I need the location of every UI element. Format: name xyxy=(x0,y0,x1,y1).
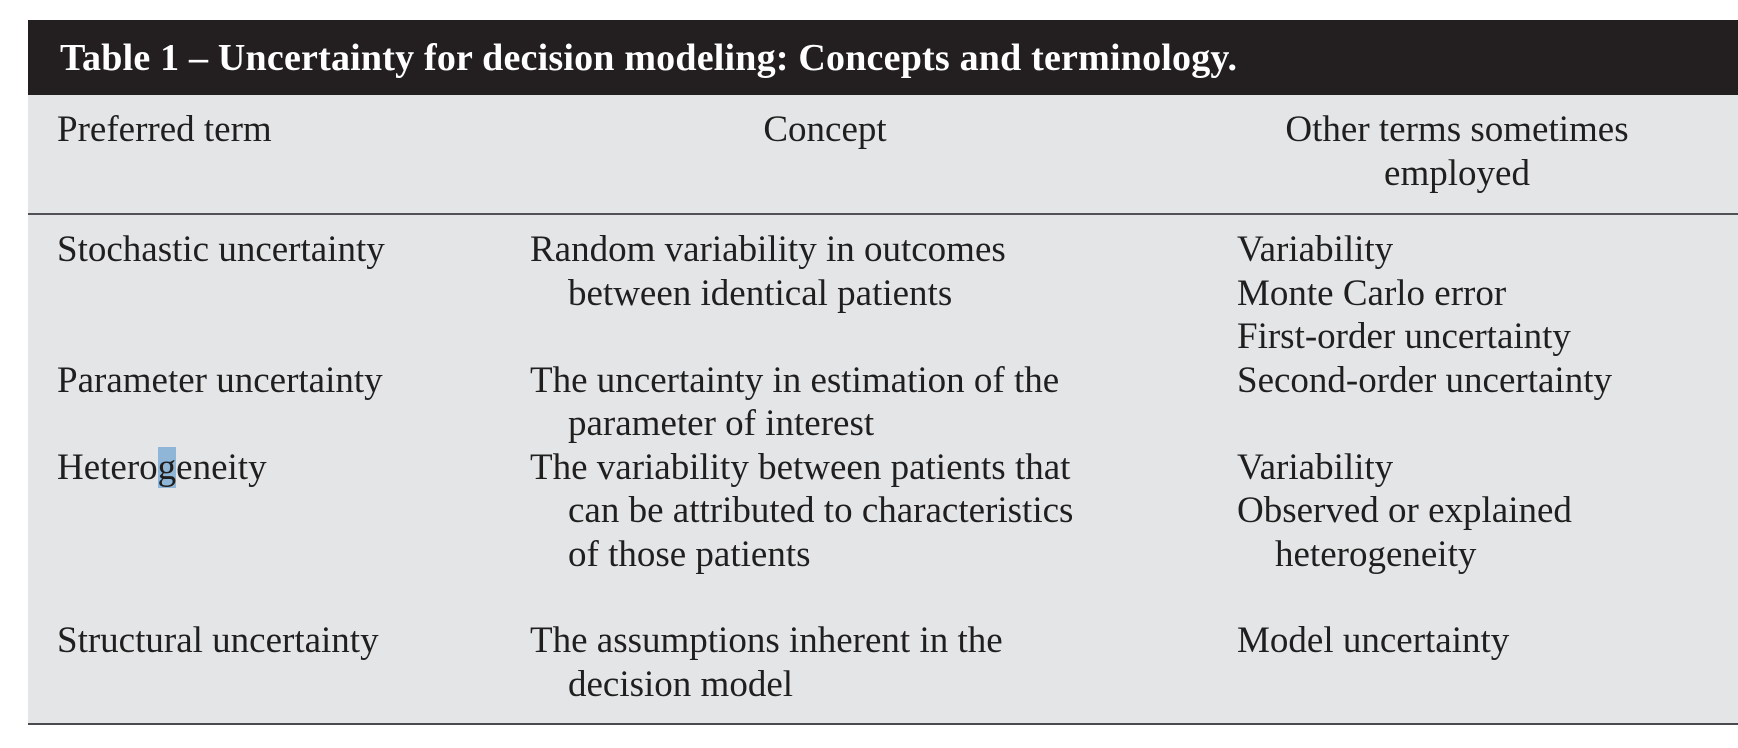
concept-line: of those patients xyxy=(568,533,811,575)
table-row: Stochastic uncertainty Random variabilit… xyxy=(28,228,1738,359)
term-text: Structural uncertainty xyxy=(57,620,379,661)
other-term-line: First-order uncertainty xyxy=(1237,316,1571,357)
table-1: Table 1 – Uncertainty for decision model… xyxy=(28,20,1738,725)
term-text: Stochastic uncertainty xyxy=(57,229,385,270)
other-term-line: heterogeneity xyxy=(1275,533,1477,575)
concept-line: The variability between patients that xyxy=(530,446,1071,488)
table-body: Preferred term Concept Other terms somet… xyxy=(28,95,1738,725)
concept-line: The assumptions inherent in the xyxy=(530,620,1003,661)
header-other-terms-cell: Other terms sometimes employed xyxy=(1237,108,1738,213)
other-terms-cell: Variability Monte Carlo error First-orde… xyxy=(1237,228,1738,359)
term-text: Heterogeneity xyxy=(57,446,530,490)
other-term-line: Second-order uncertainty xyxy=(1237,359,1612,401)
concept-cell: The assumptions inherent in the decision… xyxy=(530,619,1237,706)
other-term-line: Model uncertainty xyxy=(1237,620,1510,661)
other-terms-cell: Model uncertainty xyxy=(1237,619,1738,706)
header-other-terms-line2: employed xyxy=(1384,152,1530,194)
term-part: Hetero xyxy=(57,446,158,488)
term-cell: Heterogeneity xyxy=(28,446,530,577)
table-title: Table 1 – Uncertainty for decision model… xyxy=(60,36,1238,79)
concept-line: decision model xyxy=(568,663,794,705)
other-term-line: Variability xyxy=(1237,446,1394,488)
concept-line: can be attributed to characteristics xyxy=(568,490,1074,531)
table-row: Heterogeneity The variability between pa… xyxy=(28,446,1738,577)
table-title-bar: Table 1 – Uncertainty for decision model… xyxy=(28,20,1738,95)
term-text: Parameter uncertainty xyxy=(57,359,383,401)
concept-cell: The uncertainty in estimation of the par… xyxy=(530,359,1237,446)
term-cell: Stochastic uncertainty xyxy=(28,228,530,359)
concept-cell: Random variability in outcomes between i… xyxy=(530,228,1237,359)
concept-line: parameter of interest xyxy=(568,403,875,444)
other-terms-cell: Variability Observed or explained hetero… xyxy=(1237,446,1738,577)
other-term-line: Variability xyxy=(1237,229,1394,270)
term-cell: Parameter uncertainty xyxy=(28,359,530,446)
header-preferred-term: Preferred term xyxy=(57,109,272,150)
concept-line: The uncertainty in estimation of the xyxy=(530,359,1060,401)
selected-text: g xyxy=(157,446,177,488)
term-part: eneity xyxy=(176,446,267,488)
other-terms-cell: Second-order uncertainty xyxy=(1237,359,1738,446)
table-row: Parameter uncertainty The uncertainty in… xyxy=(28,359,1738,446)
concept-line: between identical patients xyxy=(568,272,953,314)
table-row: Structural uncertainty The assumptions i… xyxy=(28,619,1738,706)
term-cell: Structural uncertainty xyxy=(28,619,530,706)
concept-cell: The variability between patients that ca… xyxy=(530,446,1237,577)
header-concept: Concept xyxy=(763,109,887,150)
header-row: Preferred term Concept Other terms somet… xyxy=(28,95,1738,215)
other-term-line: Monte Carlo error xyxy=(1237,272,1507,314)
header-other-terms: Other terms sometimes employed xyxy=(1237,108,1677,195)
other-term-line: Observed or explained xyxy=(1237,490,1572,531)
table-rows: Stochastic uncertainty Random variabilit… xyxy=(28,215,1738,706)
header-other-terms-line1: Other terms sometimes xyxy=(1285,109,1629,150)
concept-line: Random variability in outcomes xyxy=(530,229,1006,270)
header-concept-cell: Concept xyxy=(530,108,1237,213)
